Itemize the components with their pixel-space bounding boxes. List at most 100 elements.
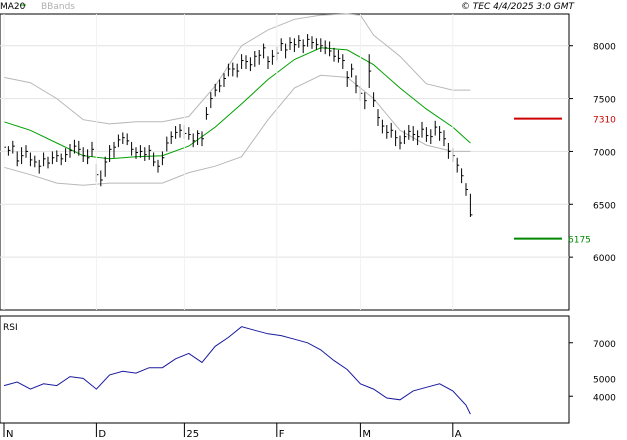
chart-info-label: © TEC 4/4/2025 3:0 GMT: [461, 2, 576, 12]
price-bar: [395, 130, 398, 147]
price-bar: [82, 147, 86, 162]
price-bar: [346, 71, 350, 87]
bollinger-bands: [3, 13, 471, 186]
price-bar: [263, 43, 266, 59]
chart-header: MA20 BBands © TEC 4/4/2025 3:0 GMT: [0, 2, 575, 12]
price-bar: [21, 147, 24, 165]
price-bar: [412, 126, 416, 141]
price-bar: [126, 133, 130, 146]
rsi-tick-label: 5000: [593, 375, 616, 385]
price-bar: [271, 49, 275, 65]
price-bar: [381, 119, 385, 134]
price-bar: [386, 125, 389, 139]
price-axis-ticks: 6000 6500 7000 7500 8000: [569, 43, 616, 264]
price-bar: [302, 39, 306, 54]
price-bar: [461, 168, 464, 184]
price-bar: [430, 129, 433, 145]
price-bar: [254, 51, 257, 67]
price-bar: [258, 49, 262, 65]
price-bar: [364, 92, 367, 110]
price-panel-frame: [0, 13, 570, 311]
price-bar: [443, 130, 446, 147]
price-bar: [439, 126, 442, 141]
price-bar: [16, 151, 20, 167]
level-label-7310: 7310: [593, 116, 616, 126]
price-tick-label: 7500: [593, 96, 616, 106]
price-bar: [373, 92, 376, 108]
price-bar: [232, 62, 235, 77]
time-tick-label: 25: [186, 429, 199, 440]
price-bar: [368, 54, 372, 88]
rsi-line: [3, 326, 471, 415]
price-bar: [78, 140, 81, 156]
price-bar: [223, 73, 226, 87]
price-bar: [320, 38, 323, 53]
price-bar: [144, 147, 147, 161]
price-bar: [469, 193, 473, 217]
price-bar: [425, 127, 429, 142]
price-bar: [434, 120, 438, 136]
price-bar: [192, 133, 196, 148]
price-bar: [43, 152, 46, 167]
price-bar: [205, 107, 209, 120]
price-bar: [139, 145, 143, 158]
price-bar: [166, 136, 169, 152]
price-bar: [38, 159, 42, 174]
price-bar: [210, 92, 213, 109]
price-bar: [227, 63, 231, 77]
price-bar: [377, 109, 380, 127]
price-bar: [161, 151, 165, 166]
price-bar: [122, 132, 125, 145]
price-bar: [307, 34, 310, 47]
bollinger-lower-line: [3, 74, 471, 186]
price-bar: [219, 79, 222, 93]
price-bar: [29, 152, 33, 167]
price-bar: [333, 47, 336, 62]
time-tick-label: N: [6, 429, 13, 440]
price-bar: [188, 127, 191, 140]
price-bar: [34, 155, 37, 168]
price-bar: [117, 134, 121, 148]
price-bars: [3, 34, 473, 217]
price-bar: [153, 152, 156, 167]
time-axis-ticks: N D 25 F M A: [3, 14, 462, 440]
price-bar: [267, 56, 270, 69]
price-bar: [201, 131, 204, 147]
price-bar: [399, 135, 402, 150]
price-bar: [100, 170, 103, 187]
price-bar: [214, 83, 218, 97]
bollinger-upper-line: [3, 13, 471, 125]
price-bar: [241, 54, 244, 69]
price-bar: [245, 55, 248, 69]
price-bar: [113, 141, 116, 158]
price-bar: [7, 146, 11, 156]
price-bar: [69, 144, 72, 158]
price-tick-label: 8000: [593, 43, 616, 53]
price-bar: [179, 123, 182, 138]
rsi-tick-label: 4000: [593, 393, 616, 403]
price-bar: [351, 63, 354, 78]
bbands-legend-label: BBands: [41, 2, 75, 12]
price-bar: [170, 131, 174, 145]
price-gridlines: [0, 45, 569, 258]
price-bar: [109, 145, 112, 162]
price-bar: [249, 57, 253, 72]
price-bar: [60, 153, 64, 166]
price-bar: [47, 156, 50, 169]
price-bar: [280, 38, 284, 51]
price-bar: [104, 156, 108, 177]
price-bar: [298, 35, 301, 48]
price-bar: [73, 139, 77, 154]
price-bar: [311, 36, 314, 49]
price-bar: [315, 38, 319, 50]
time-tick-label: M: [362, 429, 371, 440]
price-bar: [65, 148, 68, 162]
time-tick-label: A: [455, 429, 462, 440]
price-bar: [285, 43, 288, 59]
price-bar: [421, 121, 424, 138]
price-bar: [447, 142, 451, 159]
price-bar: [289, 37, 292, 50]
rsi-panel-label: RSI: [3, 323, 18, 333]
